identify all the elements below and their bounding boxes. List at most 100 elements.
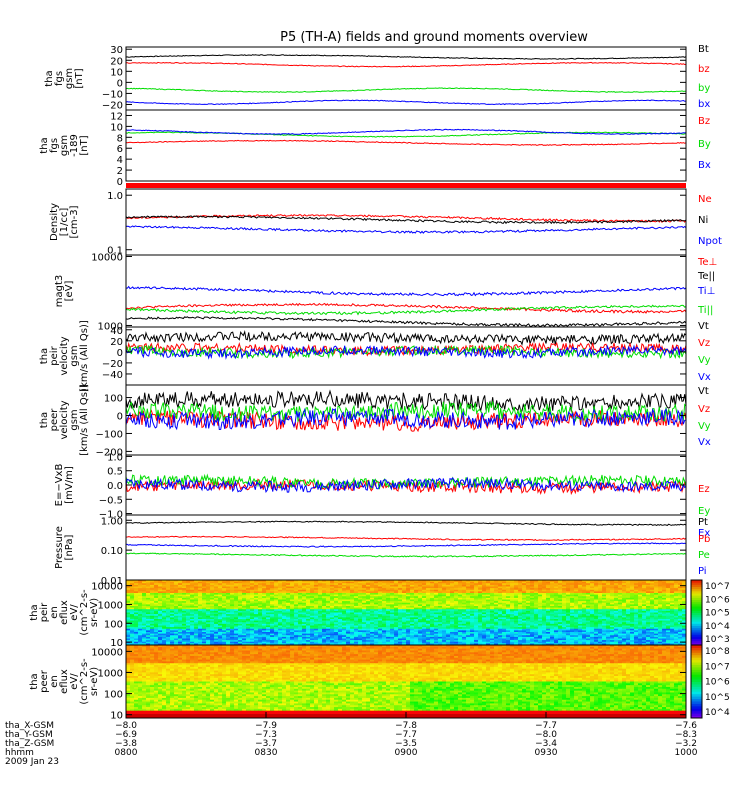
heatmap-cell [310,583,315,586]
heatmap-cell [510,599,515,602]
heatmap-cell [322,620,327,623]
heatmap-cell [302,589,307,592]
heatmap-cell [458,623,463,626]
heatmap-cell [406,623,411,626]
heatmap-cell [670,601,675,604]
heatmap-cell [398,594,403,597]
y-axis-label-line: [km/s (All Qs)] [79,384,90,456]
heatmap-cell [170,601,175,604]
heatmap-cell [622,632,627,635]
heatmap-cell [562,597,567,600]
heatmap-cell [338,584,343,587]
heatmap-cell [654,594,659,597]
heatmap-cell [646,628,651,631]
heatmap-cell [442,607,447,610]
y-axis-label-line: peer [49,408,60,432]
heatmap-cell [586,614,591,617]
heatmap-cell [454,602,459,605]
heatmap-cell [406,594,411,597]
heatmap-cell [202,581,207,584]
heatmap-cell [154,601,159,604]
heatmap-cell [370,632,375,635]
heatmap-cell [318,627,323,630]
heatmap-cell [582,614,587,617]
heatmap-cell [554,632,559,635]
heatmap-cell [270,596,275,599]
heatmap-cell [478,614,483,617]
heatmap-cell [430,597,435,600]
heatmap-cell [650,591,655,594]
heatmap-cell [510,620,515,623]
heatmap-cell [298,617,303,620]
heatmap-cell [442,615,447,618]
heatmap-cell [358,612,363,615]
heatmap-cell [626,614,631,617]
heatmap-cell [618,581,623,584]
heatmap-cell [270,623,275,626]
heatmap-cell [318,602,323,605]
heatmap-cell [618,610,623,613]
heatmap-cell [518,599,523,602]
heatmap-cell [586,601,591,604]
heatmap-cell [562,586,567,589]
heatmap-cell [346,601,351,604]
heatmap-cell [334,594,339,597]
heatmap-cell [366,607,371,610]
heatmap-cell [182,586,187,589]
heatmap-cell [382,609,387,612]
heatmap-cell [586,586,591,589]
heatmap-cell [234,623,239,626]
heatmap-cell [298,597,303,600]
heatmap-cell [430,596,435,599]
heatmap-cell [314,620,319,623]
heatmap-cell [250,606,255,609]
y-axis-label-line: magt3 [54,275,65,308]
heatmap-cell [610,623,615,626]
heatmap-cell [262,591,267,594]
heatmap-cell [466,581,471,584]
heatmap-cell [466,615,471,618]
heatmap-cell [422,627,427,630]
heatmap-cell [642,594,647,597]
heatmap-cell [654,619,659,622]
heatmap-cell [626,601,631,604]
heatmap-cell [274,628,279,631]
heatmap-cell [250,625,255,628]
heatmap-cell [426,625,431,628]
heatmap-cell [278,596,283,599]
heatmap-cell [530,623,535,626]
heatmap-cell [682,630,687,633]
heatmap-cell [190,588,195,591]
heatmap-cell [650,612,655,615]
heatmap-cell [154,602,159,605]
heatmap-cell [434,607,439,610]
series-line-Vt [125,389,687,413]
heatmap-cell [426,606,431,609]
heatmap-cell [166,606,171,609]
heatmap-cell [582,628,587,631]
heatmap-cell [214,607,219,610]
heatmap-cell [602,609,607,612]
heatmap-cell [330,610,335,613]
heatmap-cell [262,620,267,623]
heatmap-cell [130,584,135,587]
heatmap-cell [358,625,363,628]
heatmap-cell [258,615,263,618]
heatmap-cell [634,599,639,602]
heatmap-cell [394,596,399,599]
heatmap-cell [566,632,571,635]
heatmap-cell [222,606,227,609]
heatmap-cell [202,606,207,609]
heatmap-cell [598,610,603,613]
heatmap-cell [586,599,591,602]
heatmap-cell [442,628,447,631]
heatmap-cell [570,599,575,602]
heatmap-cell [138,633,143,636]
heatmap-cell [610,615,615,618]
heatmap-cell [546,586,551,589]
heatmap-cell [630,617,635,620]
heatmap-cell [298,607,303,610]
heatmap-cell [374,619,379,622]
heatmap-cell [322,607,327,610]
